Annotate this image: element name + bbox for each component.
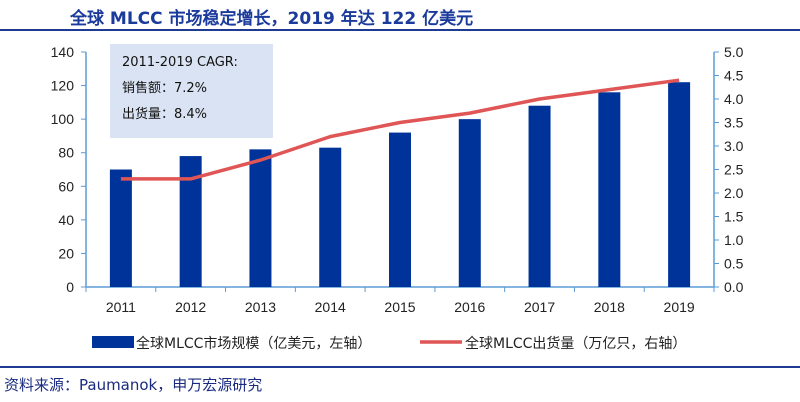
bar-2016 xyxy=(458,119,481,288)
x-tick-label: 2013 xyxy=(245,299,276,315)
annotation-line: 出货量：8.4% xyxy=(122,106,207,122)
footer-divider xyxy=(0,366,800,368)
left-tick-label: 60 xyxy=(58,178,74,194)
left-tick-label: 100 xyxy=(51,111,75,127)
left-tick-label: 0 xyxy=(66,279,74,295)
x-tick-label: 2018 xyxy=(594,299,625,315)
source-note: 资料来源：Paumanok，申万宏源研究 xyxy=(4,376,263,394)
title-divider xyxy=(0,29,800,31)
bar-2013 xyxy=(249,149,272,287)
bar-2011 xyxy=(109,169,132,287)
legend-bar-swatch xyxy=(92,336,134,348)
x-tick-label: 2017 xyxy=(524,299,555,315)
right-tick-label: 4.5 xyxy=(724,68,744,84)
right-tick-label: 5.0 xyxy=(724,44,744,60)
right-tick-label: 2.5 xyxy=(724,162,744,178)
bar-2015 xyxy=(389,132,411,287)
right-tick-label: 3.0 xyxy=(724,138,744,154)
bar-2017 xyxy=(528,105,551,287)
x-tick-label: 2011 xyxy=(106,299,136,315)
x-tick-label: 2012 xyxy=(175,299,206,315)
right-tick-label: 0.0 xyxy=(724,279,744,295)
chart-title: 全球 MLCC 市场稳定增长，2019 年达 122 亿美元 xyxy=(70,9,474,29)
bar-2012 xyxy=(179,156,202,287)
legend-bar-label: 全球MLCC市场规模（亿美元，左轴） xyxy=(136,335,371,352)
legend-line-label: 全球MLCC出货量（万亿只，右轴） xyxy=(465,335,686,352)
bar-2018 xyxy=(598,92,621,288)
x-tick-label: 2014 xyxy=(315,299,346,315)
right-tick-label: 2.0 xyxy=(724,185,744,201)
annotation-line: 销售额：7.2% xyxy=(122,80,207,96)
bar-2014 xyxy=(319,147,342,287)
right-tick-label: 0.5 xyxy=(724,256,744,272)
x-tick-label: 2016 xyxy=(454,299,485,315)
left-tick-label: 120 xyxy=(51,78,75,94)
bar-2019 xyxy=(668,82,691,287)
right-tick-label: 1.0 xyxy=(724,232,744,248)
right-tick-label: 4.0 xyxy=(724,91,744,107)
x-tick-label: 2015 xyxy=(384,299,415,315)
left-tick-label: 140 xyxy=(51,44,75,60)
annotation-box xyxy=(110,44,273,138)
annotation-line: 2011-2019 CAGR: xyxy=(122,55,238,70)
left-tick-label: 20 xyxy=(58,245,74,261)
right-tick-label: 3.5 xyxy=(724,115,744,131)
left-tick-label: 40 xyxy=(58,212,74,228)
right-tick-label: 1.5 xyxy=(724,209,744,225)
left-tick-label: 80 xyxy=(58,145,74,161)
x-tick-label: 2019 xyxy=(664,299,695,315)
